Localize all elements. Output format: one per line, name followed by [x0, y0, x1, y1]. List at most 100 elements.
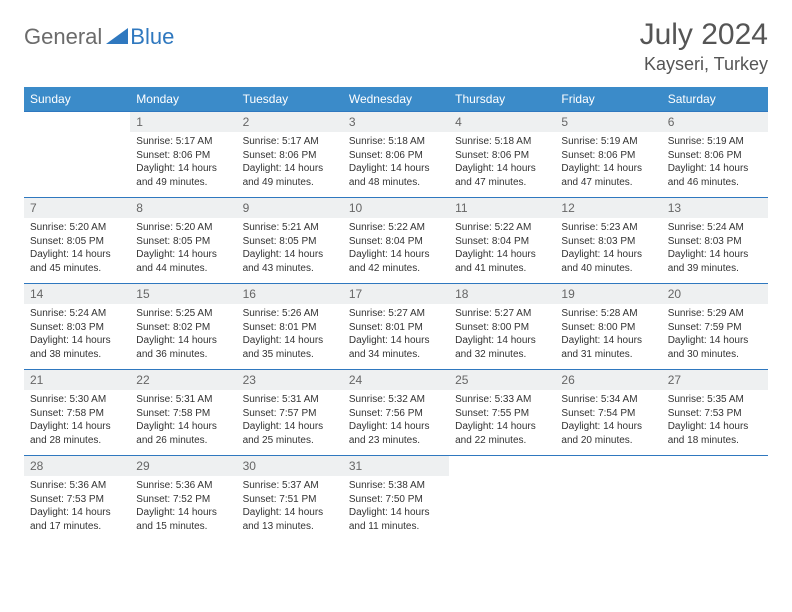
- day-body: Sunrise: 5:24 AMSunset: 8:03 PMDaylight:…: [24, 304, 130, 365]
- sunset-text: Sunset: 8:03 PM: [561, 235, 655, 249]
- daylight-text: Daylight: 14 hours and 23 minutes.: [349, 420, 443, 447]
- daylight-text: Daylight: 14 hours and 30 minutes.: [668, 334, 762, 361]
- day-cell: [662, 456, 768, 542]
- day-body: Sunrise: 5:31 AMSunset: 7:57 PMDaylight:…: [237, 390, 343, 451]
- day-body: Sunrise: 5:19 AMSunset: 8:06 PMDaylight:…: [555, 132, 661, 193]
- week-row: 28Sunrise: 5:36 AMSunset: 7:53 PMDayligh…: [24, 456, 768, 542]
- day-number: 19: [555, 284, 661, 304]
- sunrise-text: Sunrise: 5:18 AM: [455, 135, 549, 149]
- day-number: 30: [237, 456, 343, 476]
- week-row: 1Sunrise: 5:17 AMSunset: 8:06 PMDaylight…: [24, 112, 768, 198]
- day-number: 23: [237, 370, 343, 390]
- day-body: Sunrise: 5:29 AMSunset: 7:59 PMDaylight:…: [662, 304, 768, 365]
- logo: General Blue: [24, 24, 174, 50]
- day-number: 18: [449, 284, 555, 304]
- daylight-text: Daylight: 14 hours and 20 minutes.: [561, 420, 655, 447]
- daylight-text: Daylight: 14 hours and 41 minutes.: [455, 248, 549, 275]
- sunset-text: Sunset: 7:59 PM: [668, 321, 762, 335]
- sunrise-text: Sunrise: 5:37 AM: [243, 479, 337, 493]
- title-block: July 2024 Kayseri, Turkey: [640, 18, 768, 75]
- sunrise-text: Sunrise: 5:21 AM: [243, 221, 337, 235]
- day-cell: 25Sunrise: 5:33 AMSunset: 7:55 PMDayligh…: [449, 370, 555, 456]
- sunrise-text: Sunrise: 5:32 AM: [349, 393, 443, 407]
- daylight-text: Daylight: 14 hours and 22 minutes.: [455, 420, 549, 447]
- day-cell: 1Sunrise: 5:17 AMSunset: 8:06 PMDaylight…: [130, 112, 236, 198]
- sunrise-text: Sunrise: 5:38 AM: [349, 479, 443, 493]
- sunrise-text: Sunrise: 5:23 AM: [561, 221, 655, 235]
- daylight-text: Daylight: 14 hours and 38 minutes.: [30, 334, 124, 361]
- daylight-text: Daylight: 14 hours and 42 minutes.: [349, 248, 443, 275]
- day-number: 26: [555, 370, 661, 390]
- day-number: 21: [24, 370, 130, 390]
- day-cell: 19Sunrise: 5:28 AMSunset: 8:00 PMDayligh…: [555, 284, 661, 370]
- location: Kayseri, Turkey: [640, 54, 768, 75]
- day-cell: 4Sunrise: 5:18 AMSunset: 8:06 PMDaylight…: [449, 112, 555, 198]
- sunset-text: Sunset: 8:05 PM: [30, 235, 124, 249]
- day-cell: 9Sunrise: 5:21 AMSunset: 8:05 PMDaylight…: [237, 198, 343, 284]
- day-body: Sunrise: 5:25 AMSunset: 8:02 PMDaylight:…: [130, 304, 236, 365]
- day-cell: [24, 112, 130, 198]
- day-cell: 18Sunrise: 5:27 AMSunset: 8:00 PMDayligh…: [449, 284, 555, 370]
- day-body: Sunrise: 5:24 AMSunset: 8:03 PMDaylight:…: [662, 218, 768, 279]
- sunset-text: Sunset: 8:03 PM: [30, 321, 124, 335]
- sunset-text: Sunset: 8:00 PM: [561, 321, 655, 335]
- sunrise-text: Sunrise: 5:17 AM: [136, 135, 230, 149]
- sunset-text: Sunset: 8:01 PM: [349, 321, 443, 335]
- day-cell: 11Sunrise: 5:22 AMSunset: 8:04 PMDayligh…: [449, 198, 555, 284]
- day-cell: 16Sunrise: 5:26 AMSunset: 8:01 PMDayligh…: [237, 284, 343, 370]
- daylight-text: Daylight: 14 hours and 47 minutes.: [455, 162, 549, 189]
- sunrise-text: Sunrise: 5:26 AM: [243, 307, 337, 321]
- daylight-text: Daylight: 14 hours and 35 minutes.: [243, 334, 337, 361]
- daylight-text: Daylight: 14 hours and 43 minutes.: [243, 248, 337, 275]
- day-body: Sunrise: 5:23 AMSunset: 8:03 PMDaylight:…: [555, 218, 661, 279]
- sunset-text: Sunset: 8:05 PM: [136, 235, 230, 249]
- dow-sunday: Sunday: [24, 87, 130, 112]
- day-body: Sunrise: 5:27 AMSunset: 8:01 PMDaylight:…: [343, 304, 449, 365]
- day-number: 31: [343, 456, 449, 476]
- day-cell: 2Sunrise: 5:17 AMSunset: 8:06 PMDaylight…: [237, 112, 343, 198]
- day-number: 12: [555, 198, 661, 218]
- day-body: Sunrise: 5:20 AMSunset: 8:05 PMDaylight:…: [130, 218, 236, 279]
- sunrise-text: Sunrise: 5:19 AM: [668, 135, 762, 149]
- day-number: 8: [130, 198, 236, 218]
- daylight-text: Daylight: 14 hours and 17 minutes.: [30, 506, 124, 533]
- day-number: 22: [130, 370, 236, 390]
- sunset-text: Sunset: 8:06 PM: [243, 149, 337, 163]
- sunset-text: Sunset: 8:05 PM: [243, 235, 337, 249]
- dow-tuesday: Tuesday: [237, 87, 343, 112]
- day-number: 15: [130, 284, 236, 304]
- sunset-text: Sunset: 7:58 PM: [30, 407, 124, 421]
- sunset-text: Sunset: 7:52 PM: [136, 493, 230, 507]
- sunset-text: Sunset: 7:56 PM: [349, 407, 443, 421]
- day-body: Sunrise: 5:33 AMSunset: 7:55 PMDaylight:…: [449, 390, 555, 451]
- sunset-text: Sunset: 7:50 PM: [349, 493, 443, 507]
- day-number: 5: [555, 112, 661, 132]
- sunset-text: Sunset: 8:03 PM: [668, 235, 762, 249]
- sunrise-text: Sunrise: 5:20 AM: [136, 221, 230, 235]
- day-number: 17: [343, 284, 449, 304]
- day-cell: 29Sunrise: 5:36 AMSunset: 7:52 PMDayligh…: [130, 456, 236, 542]
- day-number: 11: [449, 198, 555, 218]
- day-body: Sunrise: 5:36 AMSunset: 7:52 PMDaylight:…: [130, 476, 236, 537]
- day-number: 25: [449, 370, 555, 390]
- logo-triangle-icon: [106, 26, 128, 49]
- day-number: 3: [343, 112, 449, 132]
- sunrise-text: Sunrise: 5:28 AM: [561, 307, 655, 321]
- sunset-text: Sunset: 8:06 PM: [668, 149, 762, 163]
- dow-row: Sunday Monday Tuesday Wednesday Thursday…: [24, 87, 768, 112]
- day-body: Sunrise: 5:26 AMSunset: 8:01 PMDaylight:…: [237, 304, 343, 365]
- day-number: 24: [343, 370, 449, 390]
- dow-friday: Friday: [555, 87, 661, 112]
- daylight-text: Daylight: 14 hours and 32 minutes.: [455, 334, 549, 361]
- day-cell: 7Sunrise: 5:20 AMSunset: 8:05 PMDaylight…: [24, 198, 130, 284]
- day-number: 2: [237, 112, 343, 132]
- day-cell: 23Sunrise: 5:31 AMSunset: 7:57 PMDayligh…: [237, 370, 343, 456]
- daylight-text: Daylight: 14 hours and 46 minutes.: [668, 162, 762, 189]
- week-row: 14Sunrise: 5:24 AMSunset: 8:03 PMDayligh…: [24, 284, 768, 370]
- day-body: Sunrise: 5:35 AMSunset: 7:53 PMDaylight:…: [662, 390, 768, 451]
- month-title: July 2024: [640, 18, 768, 52]
- daylight-text: Daylight: 14 hours and 44 minutes.: [136, 248, 230, 275]
- sunrise-text: Sunrise: 5:30 AM: [30, 393, 124, 407]
- day-body: Sunrise: 5:28 AMSunset: 8:00 PMDaylight:…: [555, 304, 661, 365]
- sunset-text: Sunset: 8:00 PM: [455, 321, 549, 335]
